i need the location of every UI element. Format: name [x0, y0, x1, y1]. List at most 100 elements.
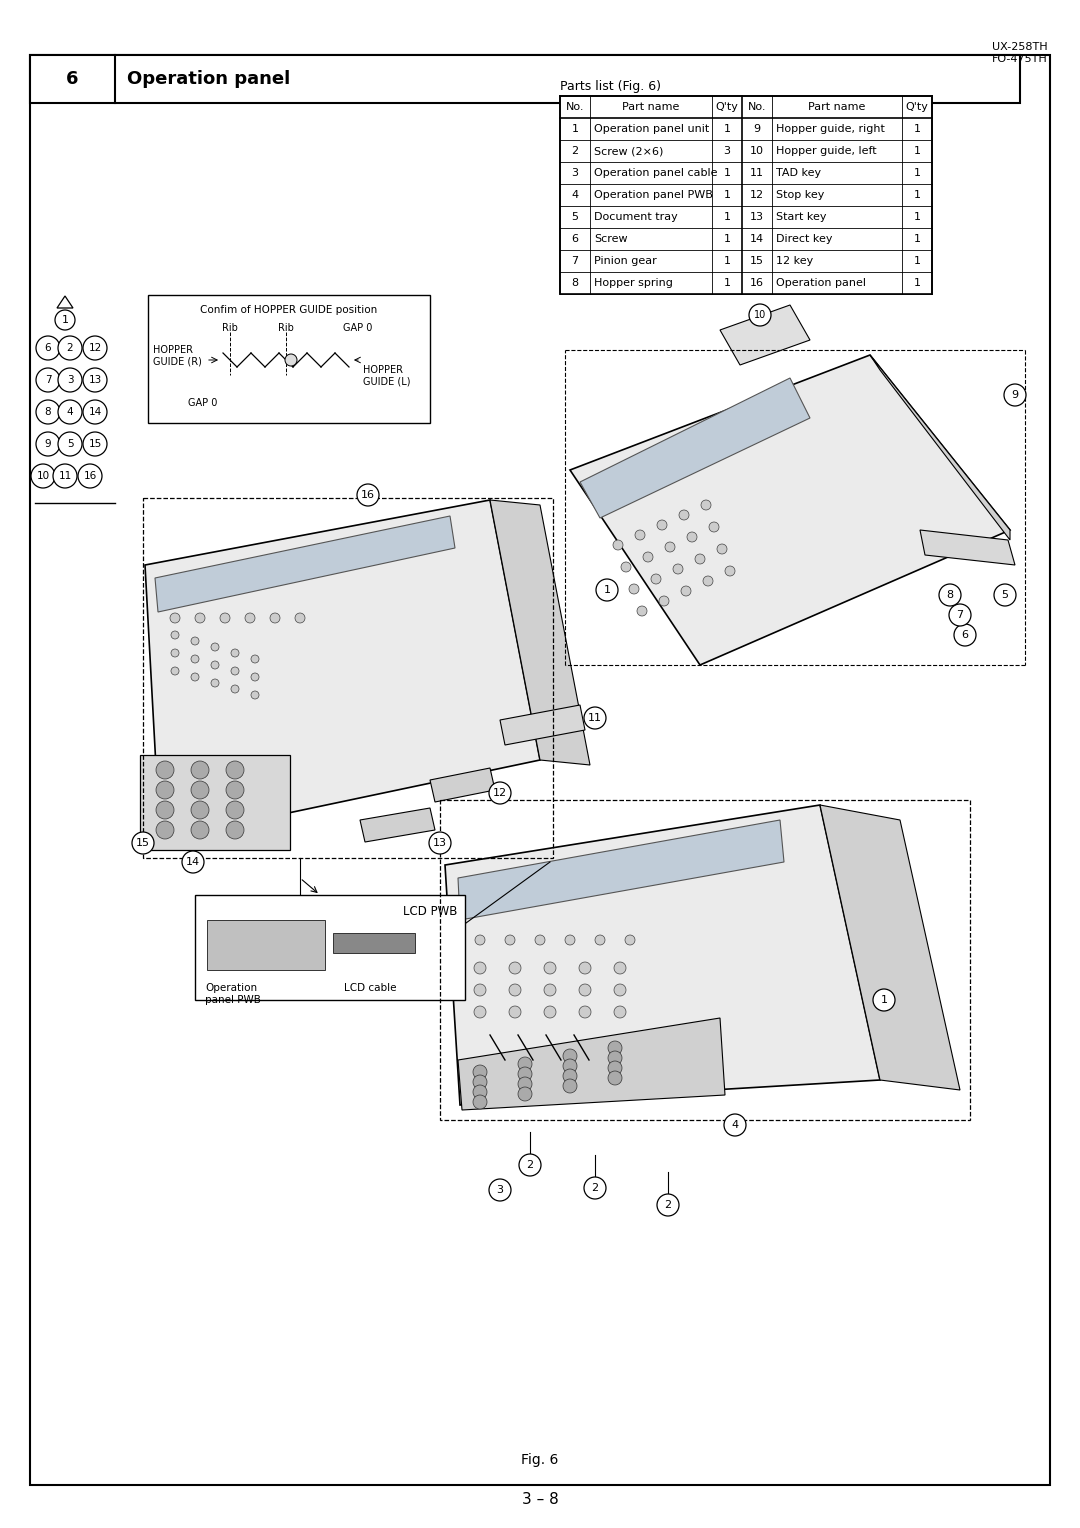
Circle shape [505, 935, 515, 944]
Text: 1: 1 [880, 995, 888, 1005]
Circle shape [191, 656, 199, 663]
Circle shape [696, 555, 705, 564]
Circle shape [170, 613, 180, 623]
Circle shape [285, 354, 297, 367]
Text: 12: 12 [89, 342, 102, 353]
Text: UX-258TH
FO-475TH: UX-258TH FO-475TH [993, 41, 1048, 64]
Circle shape [211, 678, 219, 688]
Circle shape [679, 510, 689, 520]
Text: HOPPER: HOPPER [363, 365, 403, 374]
Text: 1: 1 [914, 257, 920, 266]
Text: No.: No. [566, 102, 584, 112]
Circle shape [659, 596, 669, 607]
Polygon shape [458, 821, 784, 920]
Text: LCD cable: LCD cable [343, 983, 396, 993]
Circle shape [429, 833, 451, 854]
Circle shape [615, 963, 626, 973]
Circle shape [509, 984, 521, 996]
Text: 6: 6 [961, 630, 969, 640]
Circle shape [579, 963, 591, 973]
Text: Rib: Rib [222, 322, 238, 333]
Circle shape [58, 336, 82, 361]
Circle shape [1004, 384, 1026, 406]
Circle shape [701, 500, 711, 510]
Text: 1: 1 [604, 585, 610, 594]
Text: 5: 5 [571, 212, 579, 222]
Text: HOPPER: HOPPER [153, 345, 193, 354]
Text: Hopper spring: Hopper spring [594, 278, 673, 287]
Polygon shape [445, 805, 880, 1105]
Text: Q'ty: Q'ty [716, 102, 739, 112]
Text: 1: 1 [571, 124, 579, 134]
Text: 13: 13 [89, 374, 102, 385]
Circle shape [657, 1193, 679, 1216]
Circle shape [211, 662, 219, 669]
Text: 6: 6 [44, 342, 52, 353]
Polygon shape [920, 530, 1015, 565]
Text: Parts list (Fig. 6): Parts list (Fig. 6) [561, 79, 661, 93]
Text: 7: 7 [44, 374, 52, 385]
Text: 7: 7 [957, 610, 963, 620]
Circle shape [36, 400, 60, 423]
Circle shape [231, 668, 239, 675]
Text: GAP 0: GAP 0 [188, 397, 217, 408]
Text: Pinion gear: Pinion gear [594, 257, 657, 266]
Circle shape [251, 656, 259, 663]
Text: 3: 3 [497, 1186, 503, 1195]
Circle shape [295, 613, 305, 623]
Circle shape [518, 1077, 532, 1091]
Polygon shape [333, 934, 415, 953]
Circle shape [473, 1065, 487, 1079]
Circle shape [635, 530, 645, 539]
Circle shape [535, 935, 545, 944]
Text: Direct key: Direct key [777, 234, 833, 244]
Circle shape [78, 465, 102, 487]
Circle shape [717, 544, 727, 555]
Circle shape [954, 623, 976, 646]
Bar [30, 55, 1020, 102]
Circle shape [191, 637, 199, 645]
Text: 14: 14 [750, 234, 764, 244]
Circle shape [939, 584, 961, 607]
Text: 9: 9 [44, 439, 52, 449]
Circle shape [725, 565, 735, 576]
Text: 8: 8 [571, 278, 579, 287]
Text: 15: 15 [750, 257, 764, 266]
Text: 3: 3 [724, 147, 730, 156]
Text: 1: 1 [62, 315, 68, 325]
Bar [195, 895, 465, 999]
Circle shape [489, 1180, 511, 1201]
Circle shape [608, 1071, 622, 1085]
Circle shape [171, 631, 179, 639]
Circle shape [563, 1050, 577, 1063]
Circle shape [565, 935, 575, 944]
Circle shape [595, 935, 605, 944]
Circle shape [156, 801, 174, 819]
Polygon shape [720, 306, 810, 365]
Circle shape [171, 668, 179, 675]
Circle shape [357, 484, 379, 506]
Circle shape [191, 821, 210, 839]
Text: 4: 4 [571, 189, 579, 200]
Text: No.: No. [747, 102, 766, 112]
Circle shape [231, 649, 239, 657]
Circle shape [183, 851, 204, 872]
Circle shape [949, 604, 971, 626]
Bar [143, 498, 553, 859]
Text: 1: 1 [724, 189, 730, 200]
Circle shape [509, 963, 521, 973]
Circle shape [608, 1051, 622, 1065]
Text: Operation panel unit: Operation panel unit [594, 124, 710, 134]
Circle shape [191, 672, 199, 681]
Circle shape [58, 368, 82, 393]
Polygon shape [570, 354, 1010, 665]
Circle shape [994, 584, 1016, 607]
Circle shape [544, 1005, 556, 1018]
Text: 1: 1 [724, 234, 730, 244]
Circle shape [191, 801, 210, 819]
Circle shape [724, 1114, 746, 1135]
Circle shape [132, 833, 154, 854]
Circle shape [519, 1154, 541, 1177]
Circle shape [191, 761, 210, 779]
Circle shape [563, 1059, 577, 1073]
